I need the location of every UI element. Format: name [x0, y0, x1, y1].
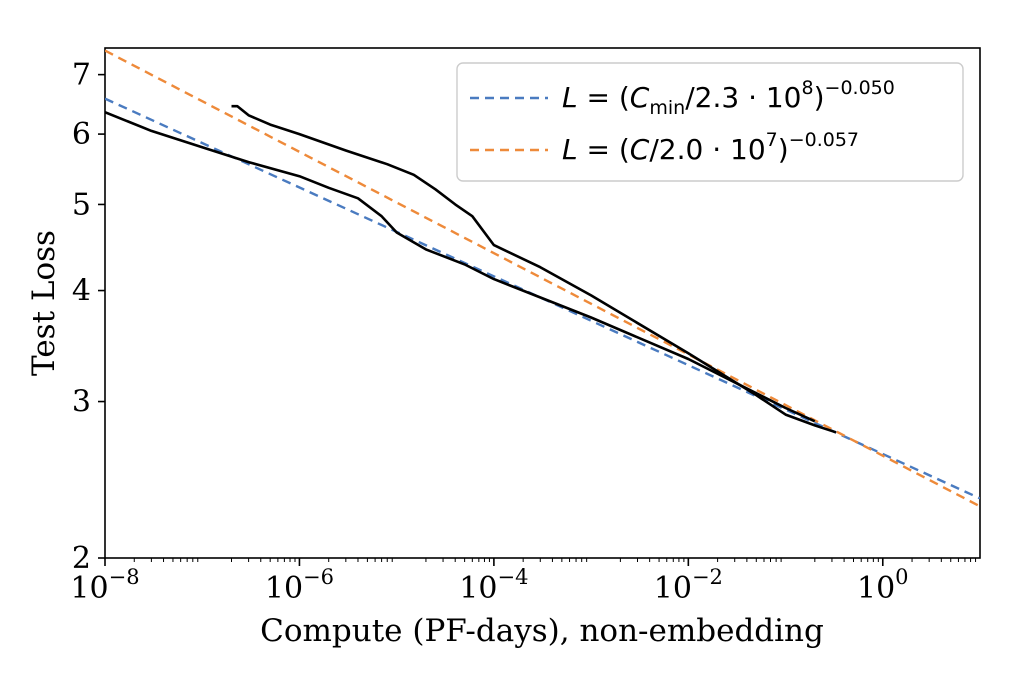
x-tick-label: 10−2: [654, 565, 723, 606]
x-tick-label: 10−8: [70, 565, 139, 606]
x-axis-title: Compute (PF-days), non-embedding: [260, 613, 824, 649]
y-tick-label: 6: [72, 117, 91, 152]
x-tick-label: 10−6: [265, 565, 334, 606]
y-axis-title: Test Loss: [26, 230, 62, 376]
cmin-envelope-curve: [105, 110, 816, 423]
legend: L = (Cmin/2.3 · 108)−0.050 L = (C/2.0 · …: [456, 62, 964, 182]
c-envelope-curve: [231, 104, 837, 434]
legend-label-fit-cmin: L = (Cmin/2.3 · 108)−0.050: [562, 77, 895, 119]
y-tick-label: 3: [72, 385, 91, 420]
plot-frame: [104, 47, 981, 559]
y-tick-label: 2: [72, 541, 91, 576]
legend-box: [456, 62, 964, 182]
y-tick-label: 4: [72, 274, 91, 309]
legend-label-fit-c: L = (C/2.0 · 107)−0.057: [562, 129, 859, 166]
y-tick-label: 5: [72, 187, 91, 222]
x-tick-label: 100: [857, 565, 909, 606]
x-tick-label: 10−4: [459, 565, 528, 606]
y-tick-label: 7: [72, 58, 91, 93]
